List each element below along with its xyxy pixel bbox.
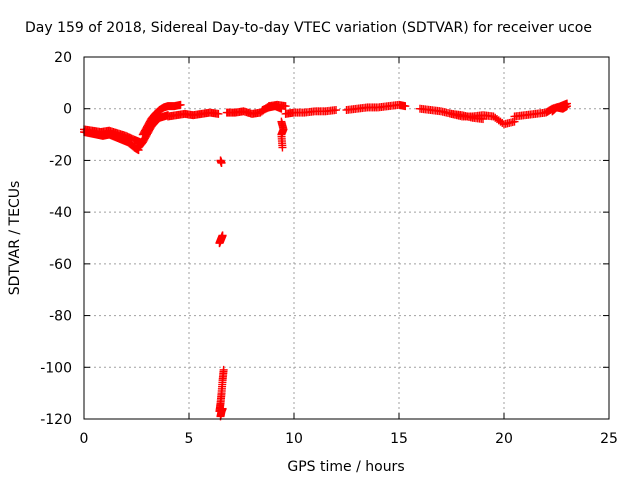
y-tick-label: 0 <box>63 102 72 118</box>
axis-ticks <box>83 56 610 420</box>
plot-frame <box>83 56 610 420</box>
data-point <box>277 104 286 113</box>
data-point <box>217 159 226 168</box>
data-point <box>218 404 227 413</box>
data-point <box>563 102 571 111</box>
y-tick-label: -20 <box>49 153 72 169</box>
x-tick-label: 0 <box>80 431 89 447</box>
y-tick-label: 20 <box>54 50 72 66</box>
y-tick-label: -40 <box>49 205 72 221</box>
data-point <box>278 143 287 152</box>
grid-lines <box>84 57 609 419</box>
data-point <box>281 102 290 111</box>
x-tick-label: 10 <box>285 431 303 447</box>
x-tick-labels: 0 5 10 15 20 25 <box>80 431 618 447</box>
data-point <box>176 100 185 109</box>
y-axis-label: SDTVAR / TECUs <box>7 181 23 296</box>
y-tick-labels: 20 0 -20 -40 -60 -80 -100 -120 <box>40 50 72 428</box>
data-point <box>218 231 227 240</box>
data-point <box>219 365 228 374</box>
data-point <box>401 102 410 111</box>
x-tick-label: 5 <box>185 431 194 447</box>
data-point <box>214 109 223 118</box>
x-axis-label: GPS time / hours <box>287 459 404 475</box>
x-tick-label: 15 <box>390 431 408 447</box>
y-tick-label: -60 <box>49 257 72 273</box>
y-tick-label: -80 <box>49 309 72 325</box>
chart-title: Day 159 of 2018, Sidereal Day-to-day VTE… <box>25 20 592 36</box>
data-point <box>332 106 340 115</box>
x-tick-label: 25 <box>600 431 618 447</box>
y-tick-label: -120 <box>40 412 72 428</box>
x-tick-label: 20 <box>495 431 513 447</box>
data-points <box>80 99 571 421</box>
y-tick-label: -100 <box>40 360 72 376</box>
